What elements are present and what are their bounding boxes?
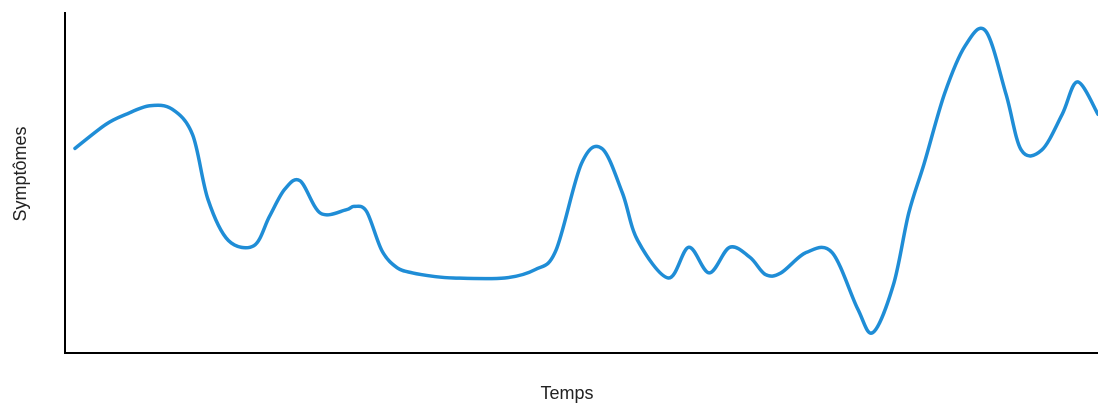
y-axis-label: Symptômes <box>10 126 30 221</box>
series-line-0 <box>73 26 1098 335</box>
series-layer <box>73 26 1098 335</box>
x-axis-label: Temps <box>540 383 593 403</box>
